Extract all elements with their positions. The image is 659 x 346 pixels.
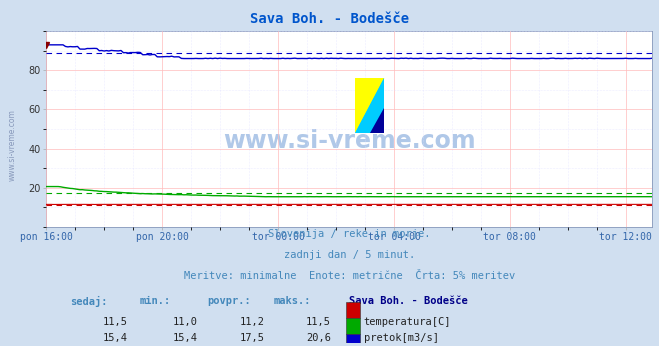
Text: www.si-vreme.com: www.si-vreme.com bbox=[7, 109, 16, 181]
Text: www.si-vreme.com: www.si-vreme.com bbox=[223, 129, 476, 153]
Text: 15,4: 15,4 bbox=[173, 333, 198, 343]
Text: Sava Boh. - Bodešče: Sava Boh. - Bodešče bbox=[250, 12, 409, 26]
Bar bbox=[346, 302, 360, 318]
Text: 17,5: 17,5 bbox=[239, 333, 264, 343]
Polygon shape bbox=[355, 78, 384, 133]
Text: pretok[m3/s]: pretok[m3/s] bbox=[364, 333, 439, 343]
Text: 11,5: 11,5 bbox=[103, 317, 128, 327]
Polygon shape bbox=[355, 78, 384, 133]
Text: maks.:: maks.: bbox=[273, 296, 311, 306]
Text: 20,6: 20,6 bbox=[306, 333, 331, 343]
Text: min.:: min.: bbox=[140, 296, 171, 306]
Text: 15,4: 15,4 bbox=[103, 333, 128, 343]
Text: 11,5: 11,5 bbox=[306, 317, 331, 327]
Text: Slovenija / reke in morje.: Slovenija / reke in morje. bbox=[268, 229, 430, 239]
Text: 11,2: 11,2 bbox=[239, 317, 264, 327]
Text: zadnji dan / 5 minut.: zadnji dan / 5 minut. bbox=[283, 250, 415, 260]
Text: povpr.:: povpr.: bbox=[207, 296, 250, 306]
Polygon shape bbox=[370, 108, 384, 133]
Bar bbox=[346, 335, 360, 346]
Text: temperatura[C]: temperatura[C] bbox=[364, 317, 451, 327]
Text: sedaj:: sedaj: bbox=[71, 296, 108, 307]
Text: Meritve: minimalne  Enote: metrične  Črta: 5% meritev: Meritve: minimalne Enote: metrične Črta:… bbox=[184, 271, 515, 281]
Polygon shape bbox=[355, 78, 384, 133]
Polygon shape bbox=[355, 78, 384, 133]
Text: 11,0: 11,0 bbox=[173, 317, 198, 327]
Text: Sava Boh. - Bodešče: Sava Boh. - Bodešče bbox=[349, 296, 468, 306]
Bar bbox=[346, 318, 360, 335]
